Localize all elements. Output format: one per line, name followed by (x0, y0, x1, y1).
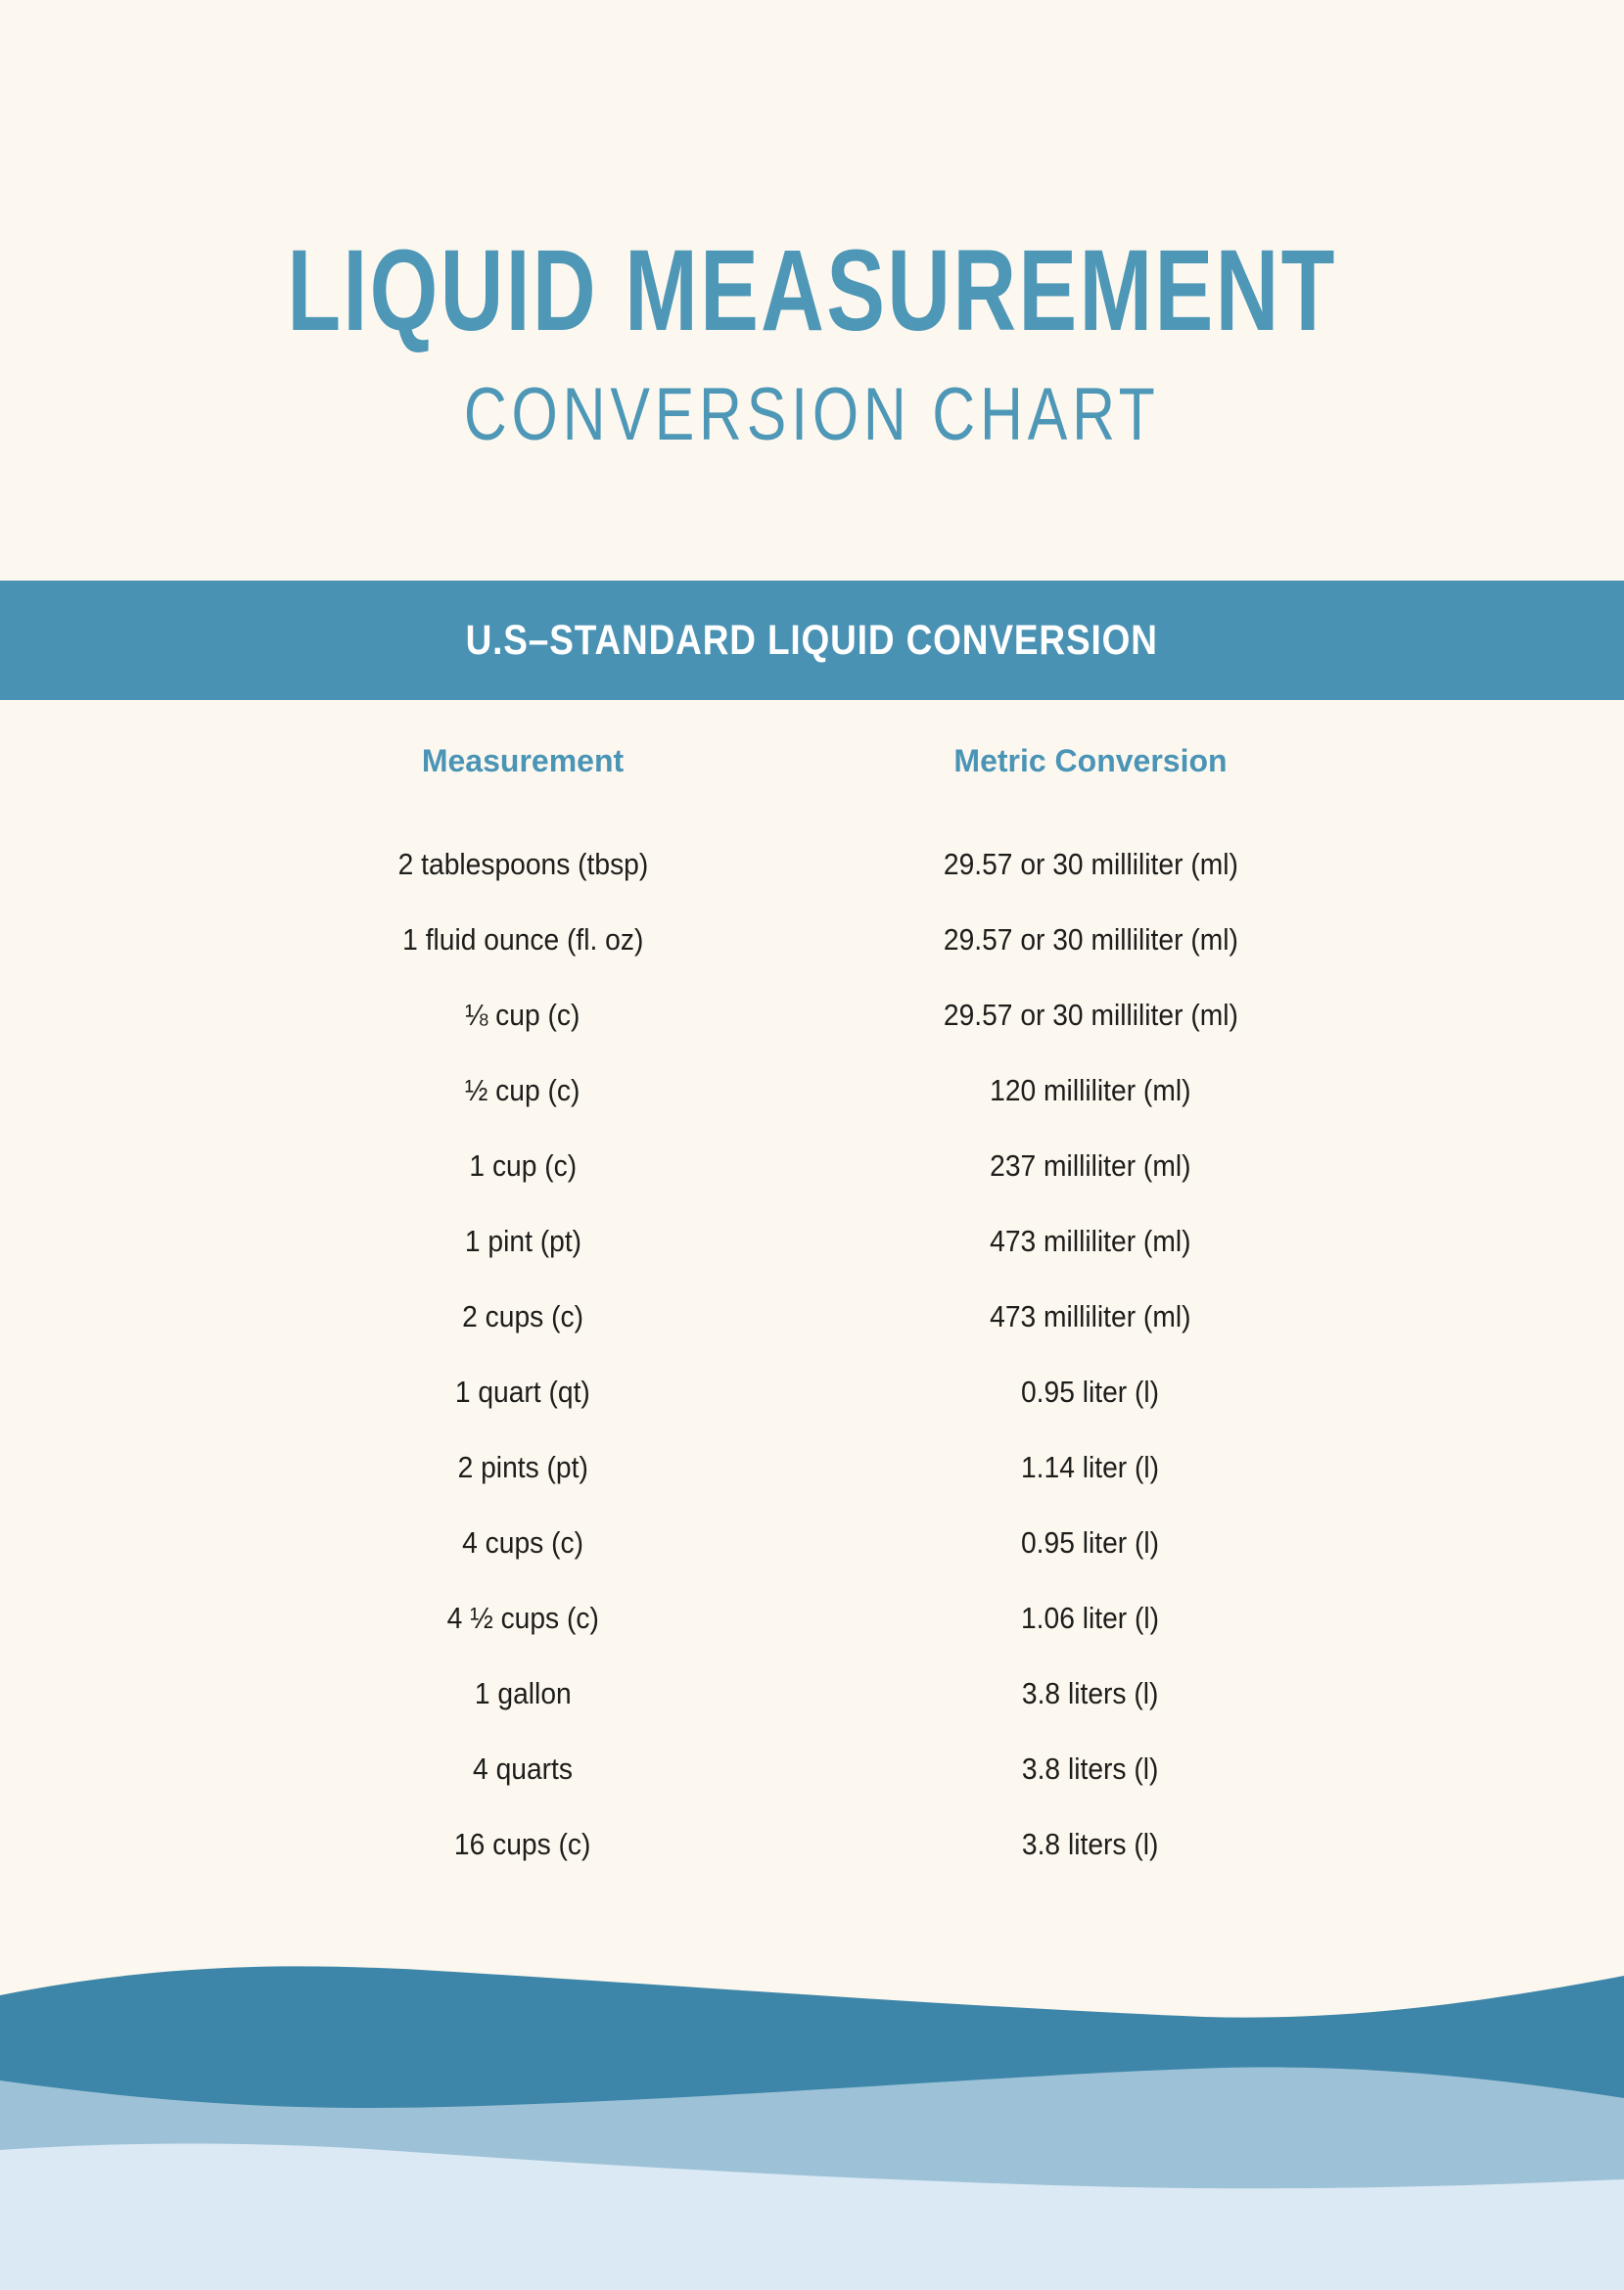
table-row: 1 fluid ounce (fl. oz) 29.57 or 30 milli… (239, 902, 1374, 977)
table-row: 4 ½ cups (c) 1.06 liter (l) (239, 1580, 1374, 1656)
table-header-row: Measurement Metric Conversion (239, 741, 1374, 780)
measurement-value: 16 cups (c) (454, 1826, 591, 1861)
table-row: 2 tablespoons (tbsp) 29.57 or 30 millili… (239, 826, 1374, 902)
metric-cell: 29.57 or 30 milliliter (ml) (807, 998, 1374, 1033)
measurement-cell: 16 cups (c) (239, 1827, 807, 1862)
measurement-cell: 4 ½ cups (c) (239, 1601, 807, 1636)
measurement-value: 2 tablespoons (tbsp) (397, 846, 648, 881)
wave-light (0, 2143, 1624, 2290)
table-row: ⅛ cup (c) 29.57 or 30 milliliter (ml) (239, 977, 1374, 1052)
measurement-cell: 1 gallon (239, 1676, 807, 1711)
metric-cell: 3.8 liters (l) (807, 1827, 1374, 1862)
measurement-cell: 2 tablespoons (tbsp) (239, 847, 807, 882)
measurement-value: 1 pint (pt) (464, 1223, 581, 1258)
column-header-measurement: Measurement (421, 743, 625, 778)
table-row: 4 cups (c) 0.95 liter (l) (239, 1505, 1374, 1580)
metric-cell: 0.95 liter (l) (807, 1375, 1374, 1410)
metric-value: 3.8 liters (l) (1022, 1826, 1159, 1861)
metric-value: 3.8 liters (l) (1022, 1675, 1159, 1710)
metric-cell: 3.8 liters (l) (807, 1752, 1374, 1787)
measurement-value: 4 quarts (473, 1751, 573, 1786)
page-subtitle-text: CONVERSION CHART (464, 373, 1160, 456)
metric-value: 1.14 liter (l) (1021, 1449, 1160, 1484)
metric-cell: 1.14 liter (l) (807, 1450, 1374, 1485)
measurement-cell: 1 quart (qt) (239, 1375, 807, 1410)
table-row: 1 pint (pt) 473 milliliter (ml) (239, 1203, 1374, 1279)
metric-cell: 237 milliliter (ml) (807, 1148, 1374, 1184)
metric-value: 29.57 or 30 milliliter (ml) (943, 921, 1238, 957)
measurement-cell: ⅛ cup (c) (239, 998, 807, 1033)
measurement-cell: 1 pint (pt) (239, 1224, 807, 1259)
metric-value: 29.57 or 30 milliliter (ml) (943, 846, 1238, 881)
measurement-value: 1 gallon (474, 1675, 572, 1710)
measurement-value: 2 cups (c) (462, 1298, 583, 1333)
metric-cell: 29.57 or 30 milliliter (ml) (807, 847, 1374, 882)
metric-value: 3.8 liters (l) (1022, 1751, 1159, 1786)
measurement-value: 1 quart (qt) (455, 1374, 590, 1409)
metric-cell: 473 milliliter (ml) (807, 1224, 1374, 1259)
conversion-table: Measurement Metric Conversion 2 tablespo… (239, 741, 1374, 1882)
metric-cell: 3.8 liters (l) (807, 1676, 1374, 1711)
measurement-cell: 1 cup (c) (239, 1148, 807, 1184)
measurement-value: ⅛ cup (c) (465, 997, 580, 1032)
table-row: 4 quarts 3.8 liters (l) (239, 1731, 1374, 1806)
table-row: 1 gallon 3.8 liters (l) (239, 1656, 1374, 1731)
metric-cell: 473 milliliter (ml) (807, 1299, 1374, 1334)
column-header-metric-conversion: Metric Conversion (953, 743, 1228, 778)
measurement-cell: 4 quarts (239, 1752, 807, 1787)
measurement-value: 1 fluid ounce (fl. oz) (401, 921, 644, 957)
measurement-cell: 4 cups (c) (239, 1525, 807, 1561)
metric-value: 120 milliliter (ml) (990, 1072, 1191, 1107)
metric-cell: 1.06 liter (l) (807, 1601, 1374, 1636)
table-row: ½ cup (c) 120 milliliter (ml) (239, 1052, 1374, 1128)
metric-value: 1.06 liter (l) (1021, 1600, 1160, 1635)
metric-cell: 0.95 liter (l) (807, 1525, 1374, 1561)
table-row: 1 cup (c) 237 milliliter (ml) (239, 1128, 1374, 1203)
measurement-cell: 2 cups (c) (239, 1299, 807, 1334)
measurement-value: 4 cups (c) (462, 1524, 583, 1560)
metric-value: 29.57 or 30 milliliter (ml) (943, 997, 1238, 1032)
footer-waves (0, 1966, 1624, 2290)
table-row: 2 cups (c) 473 milliliter (ml) (239, 1279, 1374, 1354)
measurement-value: 1 cup (c) (469, 1147, 577, 1183)
measurement-cell: ½ cup (c) (239, 1073, 807, 1108)
section-banner: U.S–STANDARD LIQUID CONVERSION (0, 581, 1624, 700)
metric-value: 237 milliliter (ml) (990, 1147, 1191, 1183)
page-subtitle: CONVERSION CHART (0, 378, 1624, 452)
page-title: LIQUID MEASUREMENT (0, 233, 1624, 349)
table-row: 2 pints (pt) 1.14 liter (l) (239, 1429, 1374, 1505)
measurement-cell: 2 pints (pt) (239, 1450, 807, 1485)
metric-value: 0.95 liter (l) (1021, 1374, 1160, 1409)
metric-value: 0.95 liter (l) (1021, 1524, 1160, 1560)
table-row: 16 cups (c) 3.8 liters (l) (239, 1806, 1374, 1882)
measurement-value: 2 pints (pt) (457, 1449, 588, 1484)
section-banner-label: U.S–STANDARD LIQUID CONVERSION (465, 616, 1159, 664)
metric-value: 473 milliliter (ml) (990, 1223, 1191, 1258)
metric-cell: 29.57 or 30 milliliter (ml) (807, 922, 1374, 958)
measurement-value: ½ cup (c) (465, 1072, 580, 1107)
table-row: 1 quart (qt) 0.95 liter (l) (239, 1354, 1374, 1429)
metric-cell: 120 milliliter (ml) (807, 1073, 1374, 1108)
measurement-value: 4 ½ cups (c) (446, 1600, 599, 1635)
measurement-cell: 1 fluid ounce (fl. oz) (239, 922, 807, 958)
page-title-text: LIQUID MEASUREMENT (287, 226, 1337, 355)
table-body: 2 tablespoons (tbsp) 29.57 or 30 millili… (239, 826, 1374, 1882)
metric-value: 473 milliliter (ml) (990, 1298, 1191, 1333)
